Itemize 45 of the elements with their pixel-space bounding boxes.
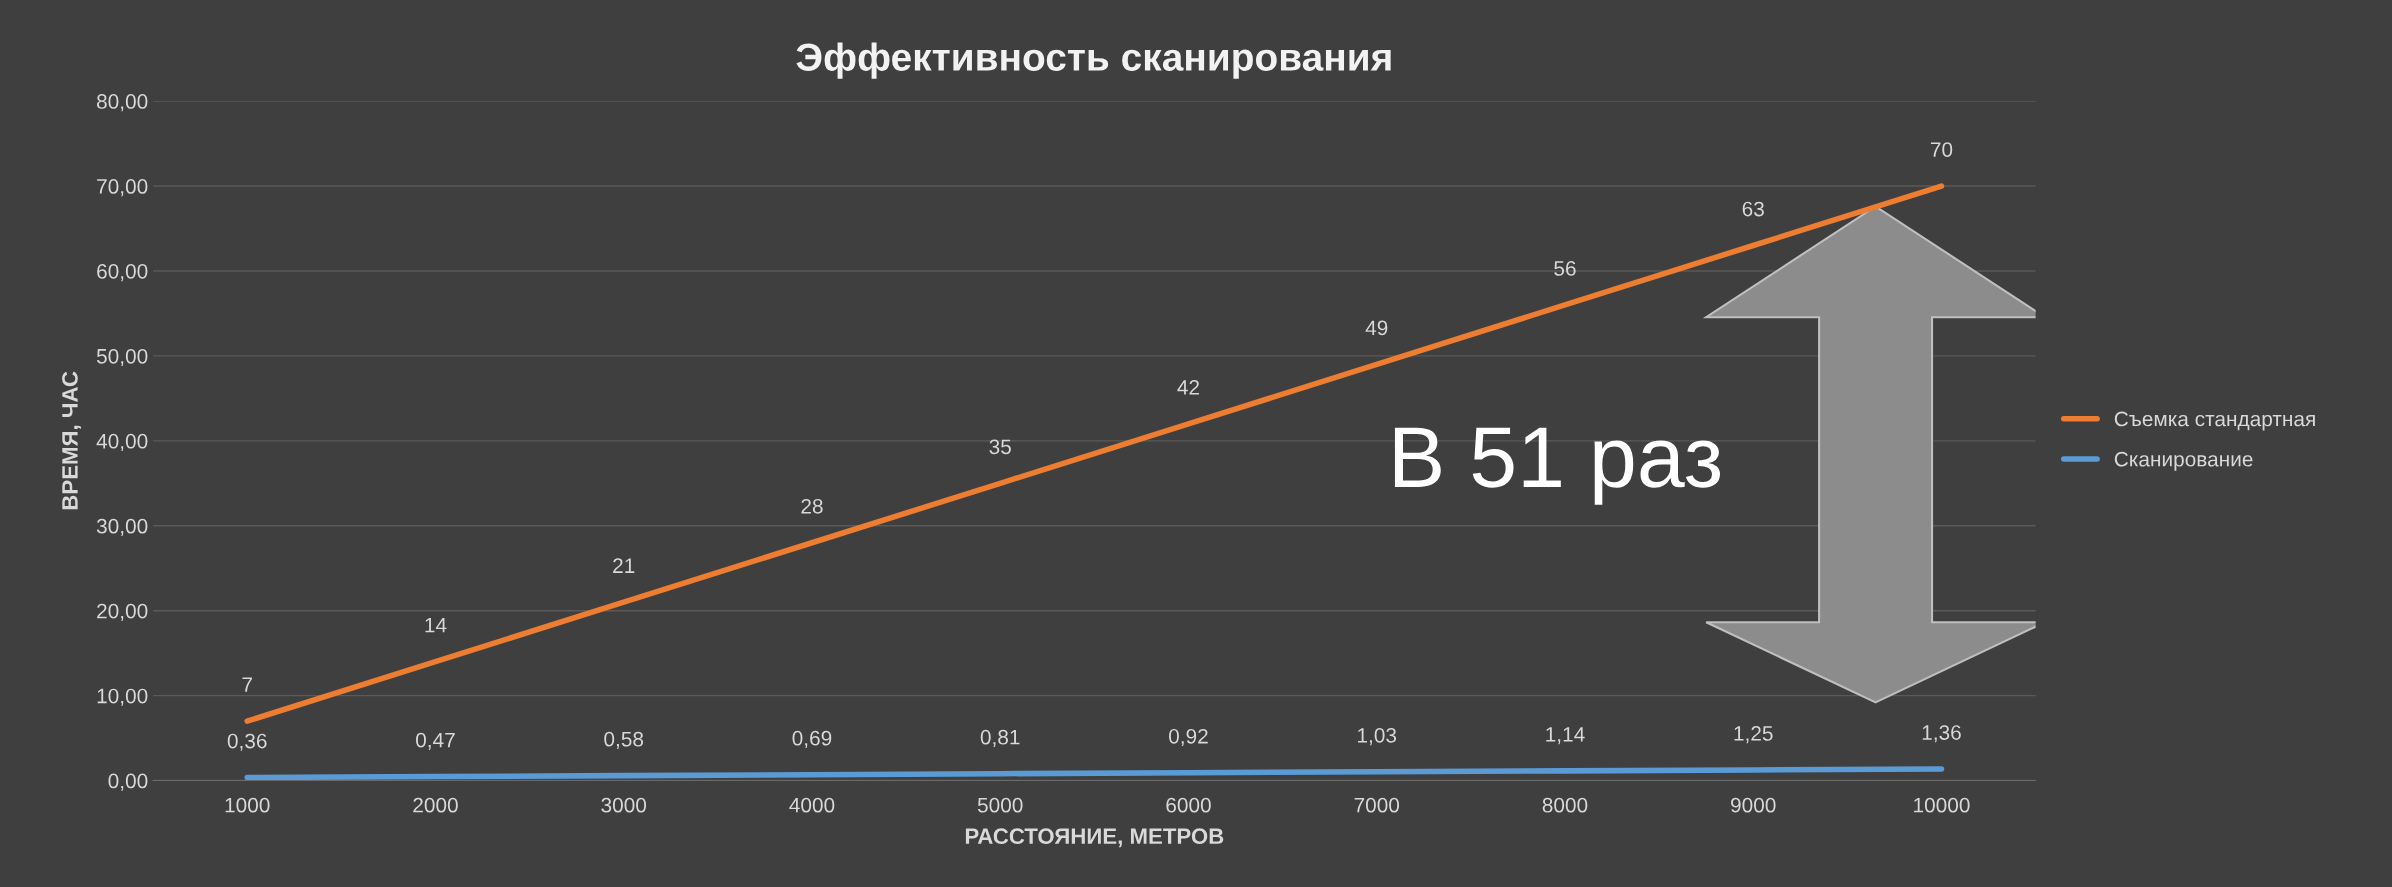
x-tick-label: 7000 <box>1354 797 1400 813</box>
annotation: В 51 раз <box>1394 427 1721 505</box>
data-label: 0,69 <box>792 730 832 749</box>
y-tick-label: 70,00 <box>97 179 148 197</box>
x-tick-label: 1000 <box>225 797 270 813</box>
data-label: 14 <box>425 618 447 633</box>
data-label: 63 <box>1742 201 1764 217</box>
x-tick-label: 6000 <box>1166 797 1211 813</box>
data-label: 35 <box>989 439 1011 455</box>
data-label: 1,14 <box>1546 727 1585 745</box>
x-axis-title: РАССТОЯНИЕ, МЕТРОВ <box>965 828 1224 848</box>
data-label: 0,81 <box>980 729 1020 748</box>
x-tick-label: 4000 <box>789 797 835 813</box>
data-label: 7 <box>242 677 252 692</box>
data-label: 1,03 <box>1358 727 1397 746</box>
data-label: 70 <box>1930 142 1953 157</box>
data-label: 0,47 <box>416 732 455 750</box>
data-label: 21 <box>613 558 635 573</box>
y-tick-label: 80,00 <box>97 94 148 112</box>
legend-label: Съемка стандартная <box>2114 411 2315 431</box>
y-tick-label: 10,00 <box>97 688 148 706</box>
y-tick-label: 60,00 <box>97 263 148 282</box>
y-axis-title: ВРЕМЯ, ЧАС <box>62 371 82 510</box>
y-tick-label: 50,00 <box>96 348 148 367</box>
x-tick-label: 9000 <box>1731 797 1776 813</box>
data-label: 1,25 <box>1734 726 1773 744</box>
data-label: 0,58 <box>604 731 644 749</box>
data-label: 49 <box>1365 320 1388 336</box>
data-label: 0,92 <box>1169 728 1208 747</box>
y-tick-label: 40,00 <box>96 433 148 452</box>
x-tick-label: 5000 <box>977 797 1023 813</box>
data-label: 28 <box>801 498 823 514</box>
data-label: 56 <box>1554 261 1576 276</box>
x-tick-label: 3000 <box>601 797 647 813</box>
x-tick-label: 10000 <box>1914 797 1970 813</box>
legend-label: Сканирование <box>2114 451 2253 471</box>
y-tick-label: 20,00 <box>97 603 148 621</box>
y-tick-label: 0,00 <box>108 773 148 791</box>
chart-title: Эффективность сканирования <box>796 42 1391 79</box>
data-label: 1,36 <box>1922 725 1961 743</box>
y-tick-label: 30,00 <box>96 518 148 536</box>
data-label: 42 <box>1177 379 1200 395</box>
x-tick-label: 2000 <box>413 797 458 813</box>
x-tick-label: 8000 <box>1542 797 1588 813</box>
data-label: 0,36 <box>227 733 267 751</box>
